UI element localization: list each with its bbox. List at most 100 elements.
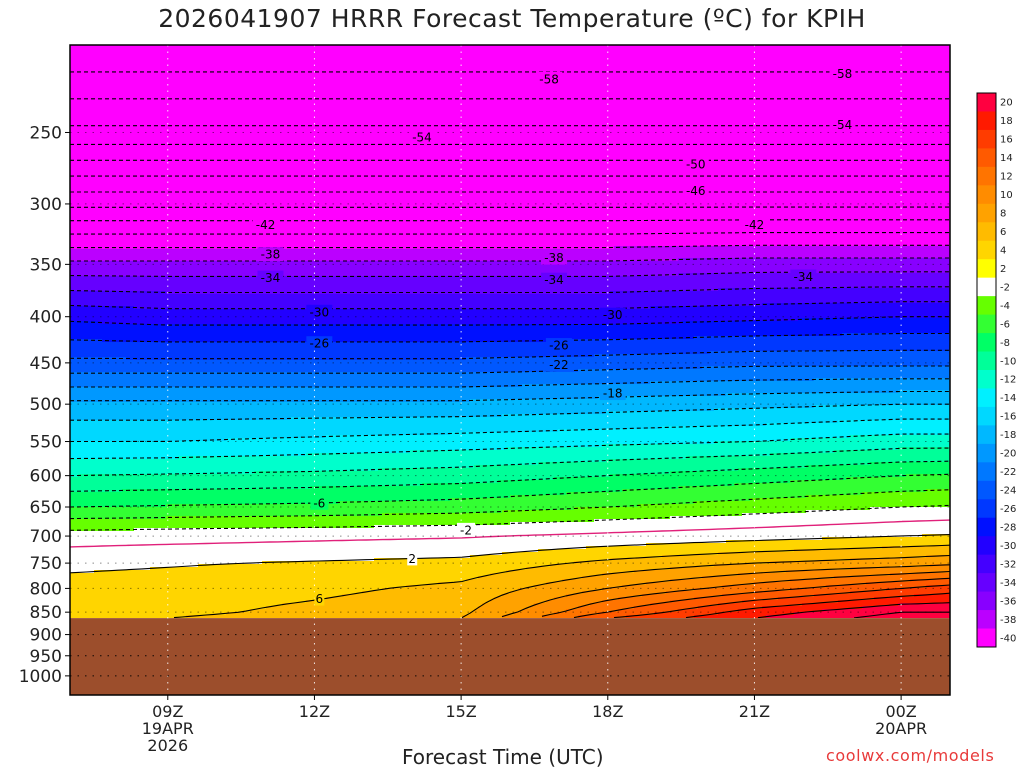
temperature-cell <box>98 228 103 232</box>
temperature-cell <box>110 459 115 463</box>
temperature-cell <box>90 75 95 79</box>
temperature-cell <box>154 462 159 466</box>
temperature-cell <box>130 456 135 460</box>
temperature-cell <box>134 411 139 415</box>
temperature-cell <box>70 156 75 160</box>
temperature-cell <box>126 84 131 88</box>
temperature-cell <box>142 435 147 439</box>
temperature-cell <box>146 315 151 319</box>
temperature-cell <box>82 141 87 145</box>
temperature-cell <box>94 588 99 592</box>
temperature-cell <box>106 249 111 253</box>
temperature-cell <box>74 435 79 439</box>
temperature-cell <box>78 576 83 580</box>
temperature-cell <box>150 282 155 286</box>
temperature-cell <box>78 414 83 418</box>
temperature-cell <box>154 354 159 358</box>
temperature-cell <box>110 390 115 394</box>
temperature-cell <box>106 354 111 358</box>
temperature-cell <box>130 75 135 79</box>
temperature-cell <box>122 213 127 217</box>
temperature-cell <box>70 555 75 559</box>
temperature-cell <box>86 429 91 433</box>
temperature-cell <box>158 267 163 271</box>
temperature-cell <box>150 156 155 160</box>
temperature-cell <box>98 576 103 580</box>
temperature-cell <box>162 591 167 595</box>
temperature-cell <box>102 402 107 406</box>
temperature-cell <box>142 90 147 94</box>
temperature-cell <box>142 339 147 343</box>
temperature-cell <box>94 387 99 391</box>
temperature-cell <box>110 261 115 265</box>
temperature-cell <box>98 492 103 496</box>
temperature-cell <box>94 597 99 601</box>
temperature-cell <box>162 225 167 229</box>
temperature-cell <box>114 198 119 202</box>
temperature-cell <box>170 198 175 202</box>
temperature-cell <box>114 153 119 157</box>
temperature-cell <box>70 405 75 409</box>
temperature-cell <box>110 588 115 592</box>
temperature-cell <box>170 201 175 205</box>
temperature-cell <box>126 378 131 382</box>
temperature-cell <box>146 432 151 436</box>
temperature-cell <box>150 135 155 139</box>
temperature-cell <box>94 477 99 481</box>
temperature-cell <box>130 249 135 253</box>
temperature-cell <box>106 117 111 121</box>
temperature-cell <box>102 480 107 484</box>
temperature-cell <box>90 444 95 448</box>
temperature-cell <box>146 141 151 145</box>
temperature-cell <box>98 402 103 406</box>
temperature-cell <box>114 96 119 100</box>
temperature-cell <box>94 612 99 616</box>
temperature-cell <box>122 141 127 145</box>
temperature-cell <box>126 54 131 58</box>
temperature-cell <box>82 129 87 133</box>
temperature-cell <box>162 276 167 280</box>
temperature-cell <box>94 465 99 469</box>
temperature-cell <box>114 342 119 346</box>
temperature-cell <box>166 546 171 550</box>
temperature-cell <box>78 111 83 115</box>
temperature-cell <box>82 87 87 91</box>
temperature-cell <box>74 609 79 613</box>
temperature-cell <box>126 522 131 526</box>
temperature-cell <box>78 102 83 106</box>
temperature-cell <box>118 432 123 436</box>
temperature-cell <box>170 456 175 460</box>
temperature-cell <box>126 225 131 229</box>
temperature-cell <box>158 342 163 346</box>
temperature-cell <box>90 153 95 157</box>
temperature-cell <box>114 273 119 277</box>
temperature-cell <box>98 129 103 133</box>
temperature-cell <box>98 192 103 196</box>
temperature-cell <box>150 426 155 430</box>
temperature-cell <box>82 273 87 277</box>
temperature-cell <box>154 498 159 502</box>
temperature-cell <box>94 93 99 97</box>
temperature-cell <box>70 588 75 592</box>
temperature-cell <box>114 333 119 337</box>
temperature-cell <box>138 57 143 61</box>
temperature-cell <box>102 324 107 328</box>
temperature-cell <box>114 564 119 568</box>
temperature-cell <box>102 237 107 241</box>
temperature-cell <box>114 501 119 505</box>
temperature-cell <box>146 225 151 229</box>
temperature-cell <box>166 459 171 463</box>
temperature-cell <box>122 573 127 577</box>
temperature-cell <box>150 138 155 142</box>
temperature-cell <box>130 405 135 409</box>
temperature-cell <box>78 321 83 325</box>
temperature-cell <box>134 123 139 127</box>
temperature-cell <box>170 114 175 118</box>
temperature-cell <box>110 225 115 229</box>
temperature-cell <box>170 105 175 109</box>
temperature-cell <box>94 339 99 343</box>
temperature-cell <box>130 603 135 607</box>
temperature-cell <box>82 72 87 76</box>
temperature-cell <box>78 201 83 205</box>
temperature-cell <box>94 252 99 256</box>
